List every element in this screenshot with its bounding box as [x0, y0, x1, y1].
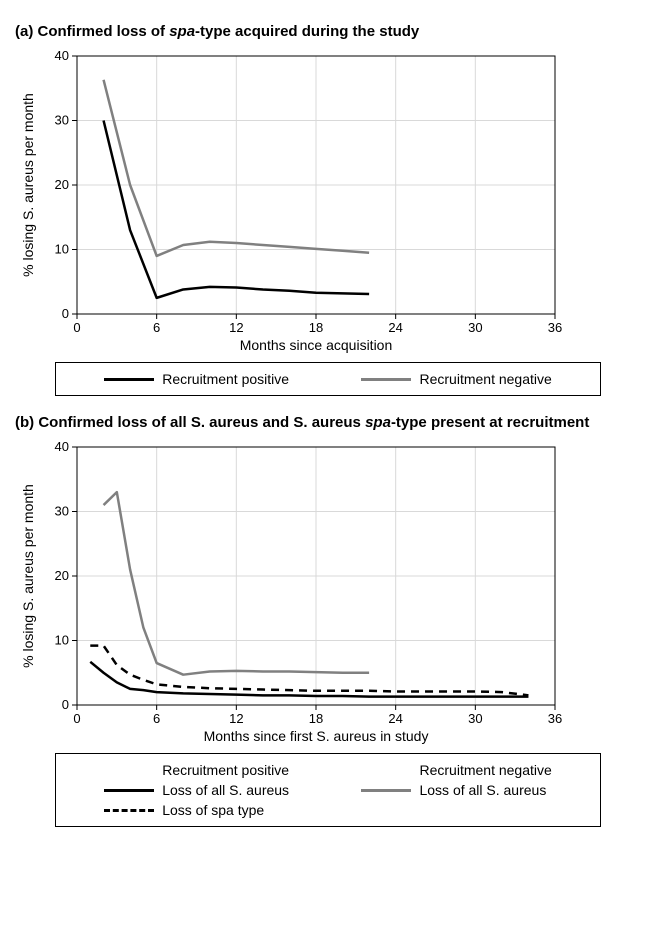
svg-text:6: 6 [153, 320, 160, 335]
svg-text:12: 12 [229, 320, 243, 335]
svg-text:40: 40 [55, 48, 69, 63]
panel-a-title-italic: spa [169, 23, 195, 40]
svg-text:0: 0 [73, 711, 80, 726]
svg-text:18: 18 [309, 711, 323, 726]
panel-b-legend: Recruitment positiveLoss of all S. aureu… [55, 753, 601, 827]
panel-a-title-prefix: (a) Confirmed loss of [15, 23, 169, 40]
svg-text:36: 36 [548, 320, 562, 335]
svg-text:10: 10 [55, 633, 69, 648]
svg-text:Months since acquisition: Months since acquisition [240, 337, 393, 353]
panel-b-chart: 0 10 20 30 40 0 6 12 18 24 30 36 Months since first … [15, 437, 641, 747]
svg-text:30: 30 [55, 113, 69, 128]
svg-text:10: 10 [55, 242, 69, 257]
legend-item: Loss of all S. aureus [96, 780, 297, 800]
panel-b-title-italic: spa [365, 414, 391, 431]
panel-a-title: (a) Confirmed loss of spa-type acquired … [15, 23, 641, 40]
panel-b-title: (b) Confirmed loss of all S. aureus and … [15, 414, 641, 431]
svg-text:30: 30 [468, 711, 482, 726]
svg-text:36: 36 [548, 711, 562, 726]
svg-text:12: 12 [229, 711, 243, 726]
panel-a-chart: 0 10 20 30 40 0 6 12 18 24 30 36 Months since acquis… [15, 46, 641, 356]
svg-text:6: 6 [153, 711, 160, 726]
legend-item: Loss of all S. aureus [353, 780, 554, 800]
svg-text:20: 20 [55, 568, 69, 583]
svg-text:30: 30 [55, 504, 69, 519]
svg-text:20: 20 [55, 177, 69, 192]
svg-text:30: 30 [468, 320, 482, 335]
svg-text:0: 0 [62, 697, 69, 712]
svg-text:0: 0 [62, 306, 69, 321]
panel-a-title-suffix: -type acquired during the study [195, 23, 419, 40]
panel-b-title-prefix: (b) Confirmed loss of all S. aureus and … [15, 414, 365, 431]
panel-a-legend: Recruitment positive Recruitment negative [55, 362, 601, 396]
svg-text:24: 24 [388, 711, 402, 726]
svg-text:0: 0 [73, 320, 80, 335]
panel-b-title-suffix: -type present at recruitment [391, 414, 589, 431]
svg-text:% losing S. aureus per month: % losing S. aureus per month [20, 484, 36, 668]
svg-text:24: 24 [388, 320, 402, 335]
svg-text:% losing S. aureus per month: % losing S. aureus per month [20, 93, 36, 277]
legend-item: Recruitment negative [353, 369, 559, 389]
svg-text:18: 18 [309, 320, 323, 335]
legend-item: Loss of spa type [96, 800, 272, 820]
svg-text:Months since first S. aureus i: Months since first S. aureus in study [204, 728, 429, 744]
legend-item: Recruitment positive [96, 369, 297, 389]
svg-text:40: 40 [55, 439, 69, 454]
